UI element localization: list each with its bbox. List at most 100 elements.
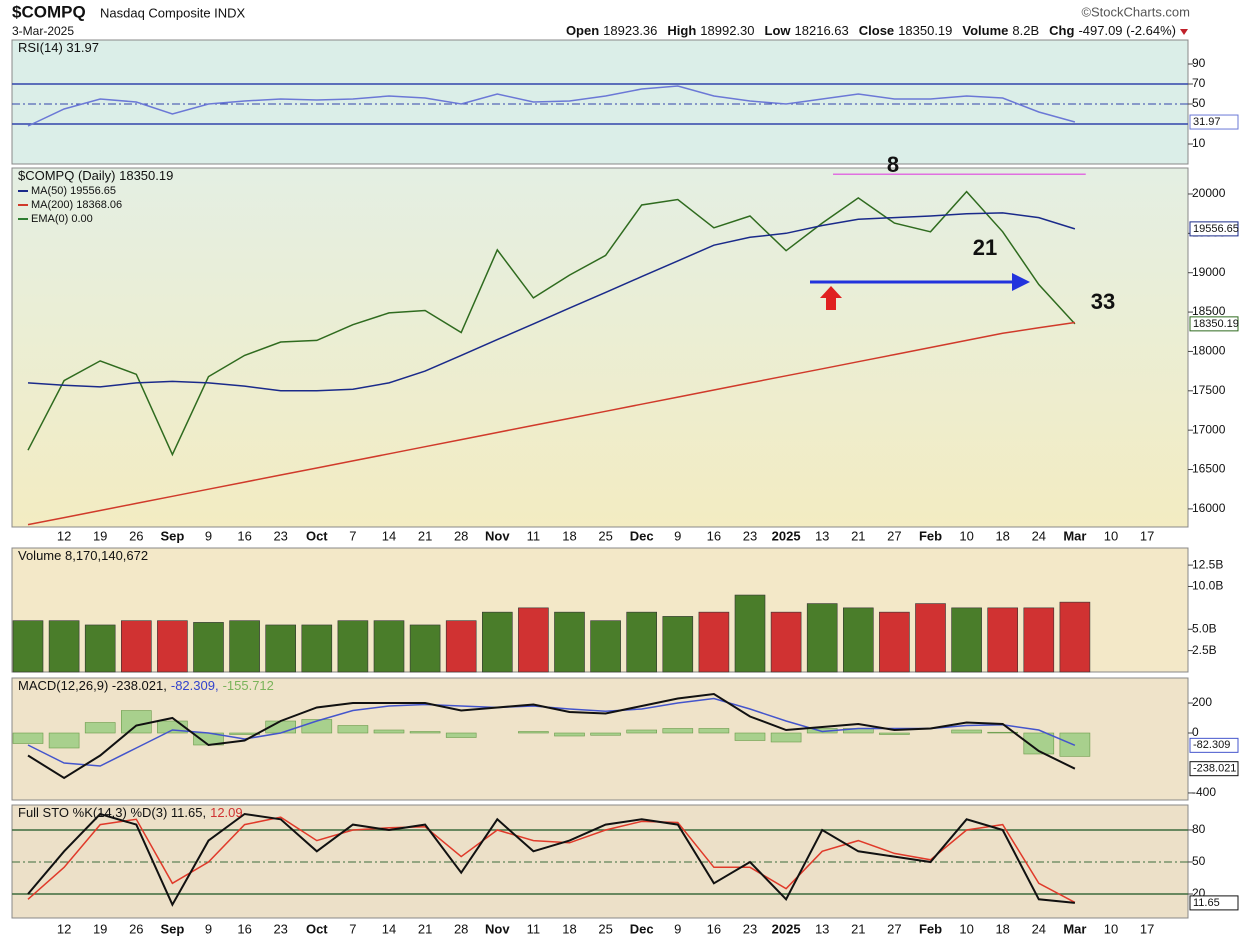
- legend-label: MA(50) 19556.65: [31, 185, 116, 197]
- quote-value: -497.09 (-2.64%): [1078, 23, 1176, 38]
- x-tick-label: 16: [237, 921, 251, 936]
- bar: [481, 611, 513, 673]
- series-line: [27, 692, 1076, 780]
- y-tick-label: 10.0B: [1192, 579, 1223, 593]
- x-tick-label: 11: [527, 921, 541, 936]
- bar: [662, 616, 694, 673]
- x-tick-label: Feb: [919, 528, 942, 543]
- quote-value: 18216.63: [795, 23, 849, 38]
- bar: [1059, 601, 1091, 673]
- value-tag-text: 19556.65: [1193, 223, 1239, 235]
- x-tick-label: 23: [273, 921, 287, 936]
- x-tick-label: Dec: [630, 921, 654, 936]
- quote-value: 18350.19: [898, 23, 952, 38]
- legend-label: EMA(0) 0.00: [31, 213, 93, 225]
- bar: [698, 611, 730, 673]
- legend-label: MA(200) 18368.06: [31, 199, 122, 211]
- bar: [734, 732, 766, 741]
- panel-title-text: RSI(14) 31.97: [18, 40, 99, 55]
- y-tick-label: 10: [1192, 136, 1206, 150]
- y-tick-label: 18000: [1192, 344, 1226, 358]
- bar: [987, 731, 1019, 734]
- bar: [915, 603, 946, 673]
- y-tick-label: 17000: [1192, 422, 1226, 436]
- x-tick-label: 14: [382, 921, 396, 936]
- x-tick-label: Oct: [306, 528, 328, 543]
- annotation: 8: [887, 152, 899, 177]
- bar: [879, 611, 910, 673]
- y-tick-label: 2.5B: [1192, 643, 1217, 657]
- bar: [121, 710, 152, 734]
- bar: [987, 607, 1019, 673]
- y-tick-label: 0: [1192, 725, 1199, 739]
- panel-title-part: MACD(12,26,9) -238.021,: [18, 678, 167, 693]
- panel-bg: [11, 167, 1189, 528]
- y-tick-label: 19000: [1192, 265, 1226, 279]
- y-tick-label: 200: [1192, 695, 1212, 709]
- x-tick-label: 17: [1140, 528, 1154, 543]
- symbol-name: Nasdaq Composite INDX: [100, 5, 246, 20]
- panel-title-part: -82.309,: [171, 678, 219, 693]
- bar: [698, 728, 730, 734]
- x-tick-label: 10: [1104, 921, 1118, 936]
- y-tick-label: 17500: [1192, 383, 1226, 397]
- value-tag: [1189, 737, 1239, 753]
- x-tick-label: Oct: [306, 921, 328, 936]
- bar: [445, 732, 477, 738]
- x-tick-label: 25: [598, 528, 612, 543]
- panel-title-text: Volume 8,170,140,672: [18, 548, 148, 563]
- x-tick-label: 13: [815, 921, 829, 936]
- arrow-head: [1012, 273, 1030, 291]
- quote-label: Chg: [1049, 23, 1074, 38]
- value-tag-text: -238.021: [1193, 763, 1236, 775]
- bar: [337, 725, 369, 734]
- bar: [373, 729, 405, 734]
- bar: [12, 620, 44, 673]
- bar: [229, 732, 260, 735]
- x-tick-label: 2025: [772, 921, 801, 936]
- x-tick-label: 16: [707, 921, 721, 936]
- x-tick-label: 7: [349, 921, 356, 936]
- value-tag: [1189, 114, 1239, 130]
- symbol: $COMPQ: [12, 2, 86, 21]
- x-tick-label: 28: [454, 528, 468, 543]
- x-tick-label: 17: [1140, 921, 1154, 936]
- quote-label: Volume: [962, 23, 1008, 38]
- quote-value: 18992.30: [700, 23, 754, 38]
- x-tick-label: 26: [129, 528, 143, 543]
- bar: [48, 620, 80, 673]
- bar: [842, 607, 874, 673]
- panel-title: $COMPQ (Daily) 18350.19: [18, 168, 173, 183]
- x-tick-label: 9: [674, 528, 681, 543]
- bar: [373, 620, 405, 673]
- bar: [879, 732, 910, 735]
- bar: [84, 624, 116, 673]
- x-tick-label: 14: [382, 528, 396, 543]
- panel-title-text: $COMPQ (Daily) 18350.19: [18, 168, 173, 183]
- bar: [518, 731, 549, 734]
- bar: [265, 624, 297, 673]
- x-tick-label: 21: [418, 921, 432, 936]
- y-tick-label: 5.0B: [1192, 621, 1217, 635]
- bar: [121, 620, 152, 673]
- x-tick-label: 18: [562, 921, 576, 936]
- x-tick-label: 23: [743, 921, 757, 936]
- annotation: 21: [973, 235, 997, 260]
- panel-title: MACD(12,26,9) -238.021, -82.309, -155.712: [18, 678, 274, 693]
- bar: [590, 620, 621, 673]
- series-line: [27, 816, 1076, 904]
- y-tick-label: 16500: [1192, 462, 1226, 476]
- up-arrow: [820, 286, 842, 310]
- bar: [1023, 607, 1055, 673]
- bar: [193, 622, 224, 673]
- x-tick-label: 21: [851, 921, 865, 936]
- value-tag: [1189, 895, 1239, 911]
- panel-title: RSI(14) 31.97: [18, 40, 99, 55]
- value-tag-text: -82.309: [1193, 739, 1230, 751]
- value-tag-text: 18350.19: [1193, 318, 1239, 330]
- series-line: [27, 85, 1076, 127]
- x-tick-label: 26: [129, 921, 143, 936]
- x-tick-label: 27: [887, 921, 901, 936]
- bar: [770, 732, 802, 743]
